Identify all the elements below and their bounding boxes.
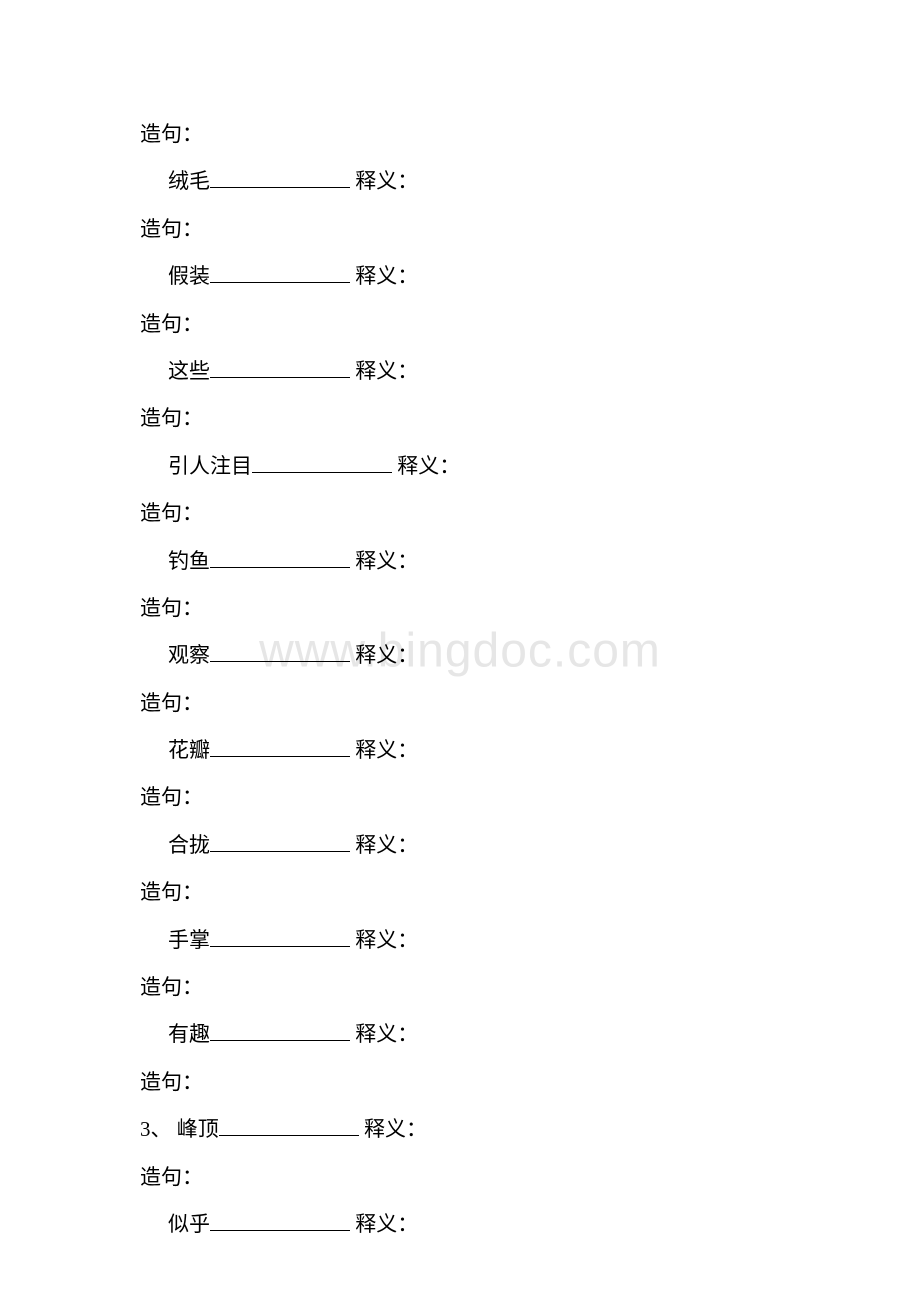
blank-field[interactable] — [210, 831, 350, 852]
sentence-line: 造句： — [140, 594, 780, 623]
word-line: 绒毛 释义： — [140, 167, 780, 196]
word-text: 花瓣 — [168, 738, 210, 762]
sentence-label: 造句： — [140, 596, 203, 620]
sentence-line: 造句： — [140, 1068, 780, 1097]
item-prefix: 3、 — [140, 1117, 172, 1141]
word-text: 合拢 — [168, 833, 210, 857]
meaning-label: 释义： — [355, 928, 418, 952]
sentence-label: 造句： — [140, 880, 203, 904]
blank-field[interactable] — [210, 547, 350, 568]
sentence-line: 造句： — [140, 1163, 780, 1192]
sentence-line: 造句： — [140, 215, 780, 244]
meaning-label: 释义： — [355, 264, 418, 288]
blank-field[interactable] — [210, 167, 350, 188]
sentence-label: 造句： — [140, 1070, 203, 1094]
sentence-line: 造句： — [140, 120, 780, 149]
word-line: 引人注目 释义： — [140, 452, 780, 481]
word-line: 合拢 释义： — [140, 831, 780, 860]
word-text: 这些 — [168, 359, 210, 383]
sentence-line: 造句： — [140, 499, 780, 528]
word-line: 花瓣 释义： — [140, 736, 780, 765]
word-line-numbered: 3、 峰顶 释义： — [140, 1115, 780, 1144]
word-text: 峰顶 — [177, 1117, 219, 1141]
sentence-label: 造句： — [140, 785, 203, 809]
meaning-label: 释义： — [355, 738, 418, 762]
word-line: 这些 释义： — [140, 357, 780, 386]
meaning-label: 释义： — [355, 643, 418, 667]
word-text: 引人注目 — [168, 454, 252, 478]
blank-field[interactable] — [210, 1020, 350, 1041]
sentence-label: 造句： — [140, 1165, 203, 1189]
blank-field[interactable] — [252, 452, 392, 473]
meaning-label: 释义： — [397, 454, 460, 478]
sentence-line: 造句： — [140, 689, 780, 718]
meaning-label: 释义： — [355, 1212, 418, 1236]
sentence-label: 造句： — [140, 122, 203, 146]
word-line: 观察 释义： — [140, 641, 780, 670]
word-text: 观察 — [168, 643, 210, 667]
meaning-label: 释义： — [355, 549, 418, 573]
meaning-label: 释义： — [355, 1022, 418, 1046]
meaning-label: 释义： — [355, 359, 418, 383]
sentence-line: 造句： — [140, 783, 780, 812]
blank-field[interactable] — [210, 1210, 350, 1231]
sentence-label: 造句： — [140, 691, 203, 715]
sentence-line: 造句： — [140, 404, 780, 433]
word-line: 似乎 释义： — [140, 1210, 780, 1239]
meaning-label: 释义： — [364, 1117, 427, 1141]
sentence-line: 造句： — [140, 878, 780, 907]
sentence-label: 造句： — [140, 217, 203, 241]
word-text: 绒毛 — [168, 169, 210, 193]
word-line: 有趣 释义： — [140, 1020, 780, 1049]
sentence-label: 造句： — [140, 312, 203, 336]
word-line: 钓鱼 释义： — [140, 547, 780, 576]
blank-field[interactable] — [210, 926, 350, 947]
blank-field[interactable] — [210, 357, 350, 378]
blank-field[interactable] — [219, 1115, 359, 1136]
meaning-label: 释义： — [355, 169, 418, 193]
sentence-label: 造句： — [140, 975, 203, 999]
word-line: 假装 释义： — [140, 262, 780, 291]
blank-field[interactable] — [210, 641, 350, 662]
word-line: 手掌 释义： — [140, 926, 780, 955]
sentence-label: 造句： — [140, 501, 203, 525]
blank-field[interactable] — [210, 736, 350, 757]
word-text: 有趣 — [168, 1022, 210, 1046]
blank-field[interactable] — [210, 262, 350, 283]
sentence-line: 造句： — [140, 973, 780, 1002]
sentence-line: 造句： — [140, 310, 780, 339]
document-content: 造句： 绒毛 释义： 造句： 假装 释义： 造句： 这些 释义： 造句： 引人注… — [140, 120, 780, 1239]
word-text: 假装 — [168, 264, 210, 288]
word-text: 似乎 — [168, 1212, 210, 1236]
word-text: 手掌 — [168, 928, 210, 952]
word-text: 钓鱼 — [168, 549, 210, 573]
meaning-label: 释义： — [355, 833, 418, 857]
sentence-label: 造句： — [140, 406, 203, 430]
